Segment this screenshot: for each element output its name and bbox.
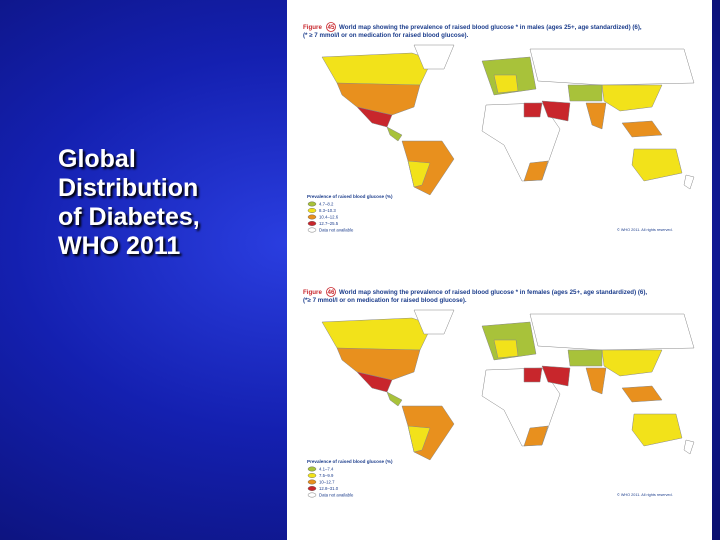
figure-number: 46	[328, 289, 335, 296]
legend-label: 4.7–8.2	[319, 202, 334, 207]
caption: (*≥ 7 mmol/l or on medication for raised…	[303, 297, 467, 304]
figure-label: Figure	[303, 24, 322, 31]
world-map	[321, 309, 695, 461]
legend-swatch	[307, 214, 317, 220]
legend-swatch	[307, 201, 317, 207]
legend-swatch	[307, 466, 317, 472]
legend-label: Data not available	[319, 493, 354, 498]
legend-swatch	[307, 473, 317, 478]
title-line: of Diabetes,	[58, 203, 200, 231]
legend-label: 10.4–12.6	[319, 215, 339, 220]
caption: World map showing the prevalence of rais…	[339, 289, 647, 296]
legend-title: Prevalence of raised blood glucose (%)	[307, 194, 393, 199]
legend-label: Data not available	[319, 228, 354, 233]
legend-title: Prevalence of raised blood glucose (%)	[307, 459, 393, 464]
legend-label: 4.1–7.4	[319, 467, 334, 472]
legend-label: 12.7–25.5	[319, 221, 339, 226]
figures: Figure 45 World map showing the prevalence…	[303, 22, 695, 498]
legend-label: 10–12.7	[319, 480, 335, 485]
legend-swatch	[307, 221, 317, 226]
legend-swatch	[307, 208, 317, 213]
caption: (* ≥ 7 mmol/l or on medication for raise…	[303, 32, 469, 39]
title-line: WHO 2011	[58, 232, 181, 260]
legend-swatch	[307, 486, 317, 491]
figure-label: Figure	[303, 289, 322, 296]
figure-number: 45	[328, 24, 335, 31]
figure-panel: Figure 45 World map showing the prevalence…	[287, 0, 712, 540]
figure-badge	[326, 22, 336, 32]
slide-title: Global Distribution of Diabetes, WHO 201…	[58, 145, 200, 261]
world-map	[321, 44, 695, 196]
title-line: Distribution	[58, 174, 199, 202]
legend-swatch	[307, 227, 317, 233]
legend-label: 12.8–31.0	[319, 486, 339, 491]
figure-badge	[326, 287, 336, 297]
copyright: © WHO 2011. All rights reserved.	[617, 228, 673, 232]
legend-swatch	[307, 492, 317, 498]
copyright: © WHO 2011. All rights reserved.	[617, 493, 673, 497]
legend-label: 8.3–10.3	[319, 208, 336, 213]
caption: World map showing the prevalence of rais…	[339, 24, 642, 31]
legend-swatch	[307, 479, 317, 485]
legend-label: 7.5–9.9	[319, 473, 334, 478]
title-line: Global	[58, 145, 136, 173]
